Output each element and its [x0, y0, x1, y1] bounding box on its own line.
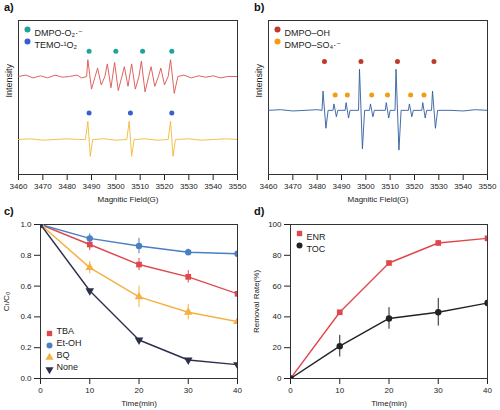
svg-text:3550: 3550 — [229, 182, 247, 191]
svg-text:10: 10 — [335, 386, 344, 395]
svg-text:3530: 3530 — [430, 182, 448, 191]
svg-text:60: 60 — [273, 282, 282, 291]
svg-text:Intensity: Intensity — [254, 63, 264, 97]
svg-text:3540: 3540 — [204, 182, 222, 191]
svg-text:0.6: 0.6 — [20, 282, 32, 291]
svg-text:3470: 3470 — [34, 182, 52, 191]
svg-text:Removal Rate(%): Removal Rate(%) — [252, 270, 261, 333]
svg-text:Intensity: Intensity — [4, 63, 14, 97]
svg-text:0.4: 0.4 — [20, 312, 32, 321]
svg-text:40: 40 — [483, 386, 492, 395]
svg-text:3460: 3460 — [260, 182, 278, 191]
svg-text:20: 20 — [385, 386, 394, 395]
svg-text:100: 100 — [268, 220, 282, 229]
html-text:b): b) — [254, 1, 265, 13]
svg-text:3470: 3470 — [284, 182, 302, 191]
svg-text:Time(min): Time(min) — [121, 399, 157, 408]
svg-text:30: 30 — [434, 386, 443, 395]
svg-text:10: 10 — [85, 386, 94, 395]
svg-text:80: 80 — [273, 251, 282, 260]
svg-text:3510: 3510 — [381, 182, 399, 191]
svg-text:1.0: 1.0 — [20, 220, 32, 229]
svg-text:3500: 3500 — [107, 182, 125, 191]
svg-text:ENR: ENR — [307, 232, 327, 242]
svg-text:Time(min): Time(min) — [371, 399, 407, 408]
html-text:c): c) — [4, 205, 14, 217]
svg-text:Magnitic Field(G): Magnitic Field(G) — [98, 195, 159, 204]
svg-text:3480: 3480 — [308, 182, 326, 191]
svg-text:3520: 3520 — [406, 182, 424, 191]
svg-text:0: 0 — [38, 386, 43, 395]
html-text:d): d) — [254, 205, 265, 217]
svg-text:3480: 3480 — [58, 182, 76, 191]
svg-text:0: 0 — [277, 374, 282, 383]
svg-text:40: 40 — [273, 312, 282, 321]
svg-text:3460: 3460 — [10, 182, 28, 191]
svg-text:3550: 3550 — [479, 182, 497, 191]
svg-text:Et-OH: Et-OH — [57, 338, 82, 348]
svg-text:DMPO-O₂·⁻: DMPO-O₂·⁻ — [35, 28, 83, 38]
svg-text:TBA: TBA — [57, 326, 75, 336]
svg-text:DMPO–SO₄·⁻: DMPO–SO₄·⁻ — [285, 40, 342, 50]
html-text:a): a) — [4, 1, 14, 13]
svg-text:Magnitic Field(G): Magnitic Field(G) — [348, 195, 409, 204]
svg-text:0.8: 0.8 — [20, 251, 32, 260]
svg-text:BQ: BQ — [57, 350, 70, 360]
svg-text:0.2: 0.2 — [20, 343, 32, 352]
svg-text:3520: 3520 — [156, 182, 174, 191]
svg-text:30: 30 — [184, 386, 193, 395]
svg-text:Cₜ/C₀: Cₜ/C₀ — [2, 292, 11, 311]
svg-text:40: 40 — [233, 386, 242, 395]
svg-text:TEMO-¹O₂: TEMO-¹O₂ — [35, 40, 78, 50]
svg-text:3530: 3530 — [180, 182, 198, 191]
svg-text:3540: 3540 — [454, 182, 472, 191]
svg-text:3490: 3490 — [333, 182, 351, 191]
svg-text:TOC: TOC — [307, 244, 326, 254]
svg-text:3500: 3500 — [357, 182, 375, 191]
svg-text:0.0: 0.0 — [20, 374, 32, 383]
svg-text:DMPO–OH: DMPO–OH — [285, 28, 331, 38]
svg-text:None: None — [57, 362, 79, 372]
svg-text:20: 20 — [135, 386, 144, 395]
svg-text:3510: 3510 — [131, 182, 149, 191]
svg-text:3490: 3490 — [83, 182, 101, 191]
svg-text:20: 20 — [273, 343, 282, 352]
svg-text:0: 0 — [288, 386, 293, 395]
